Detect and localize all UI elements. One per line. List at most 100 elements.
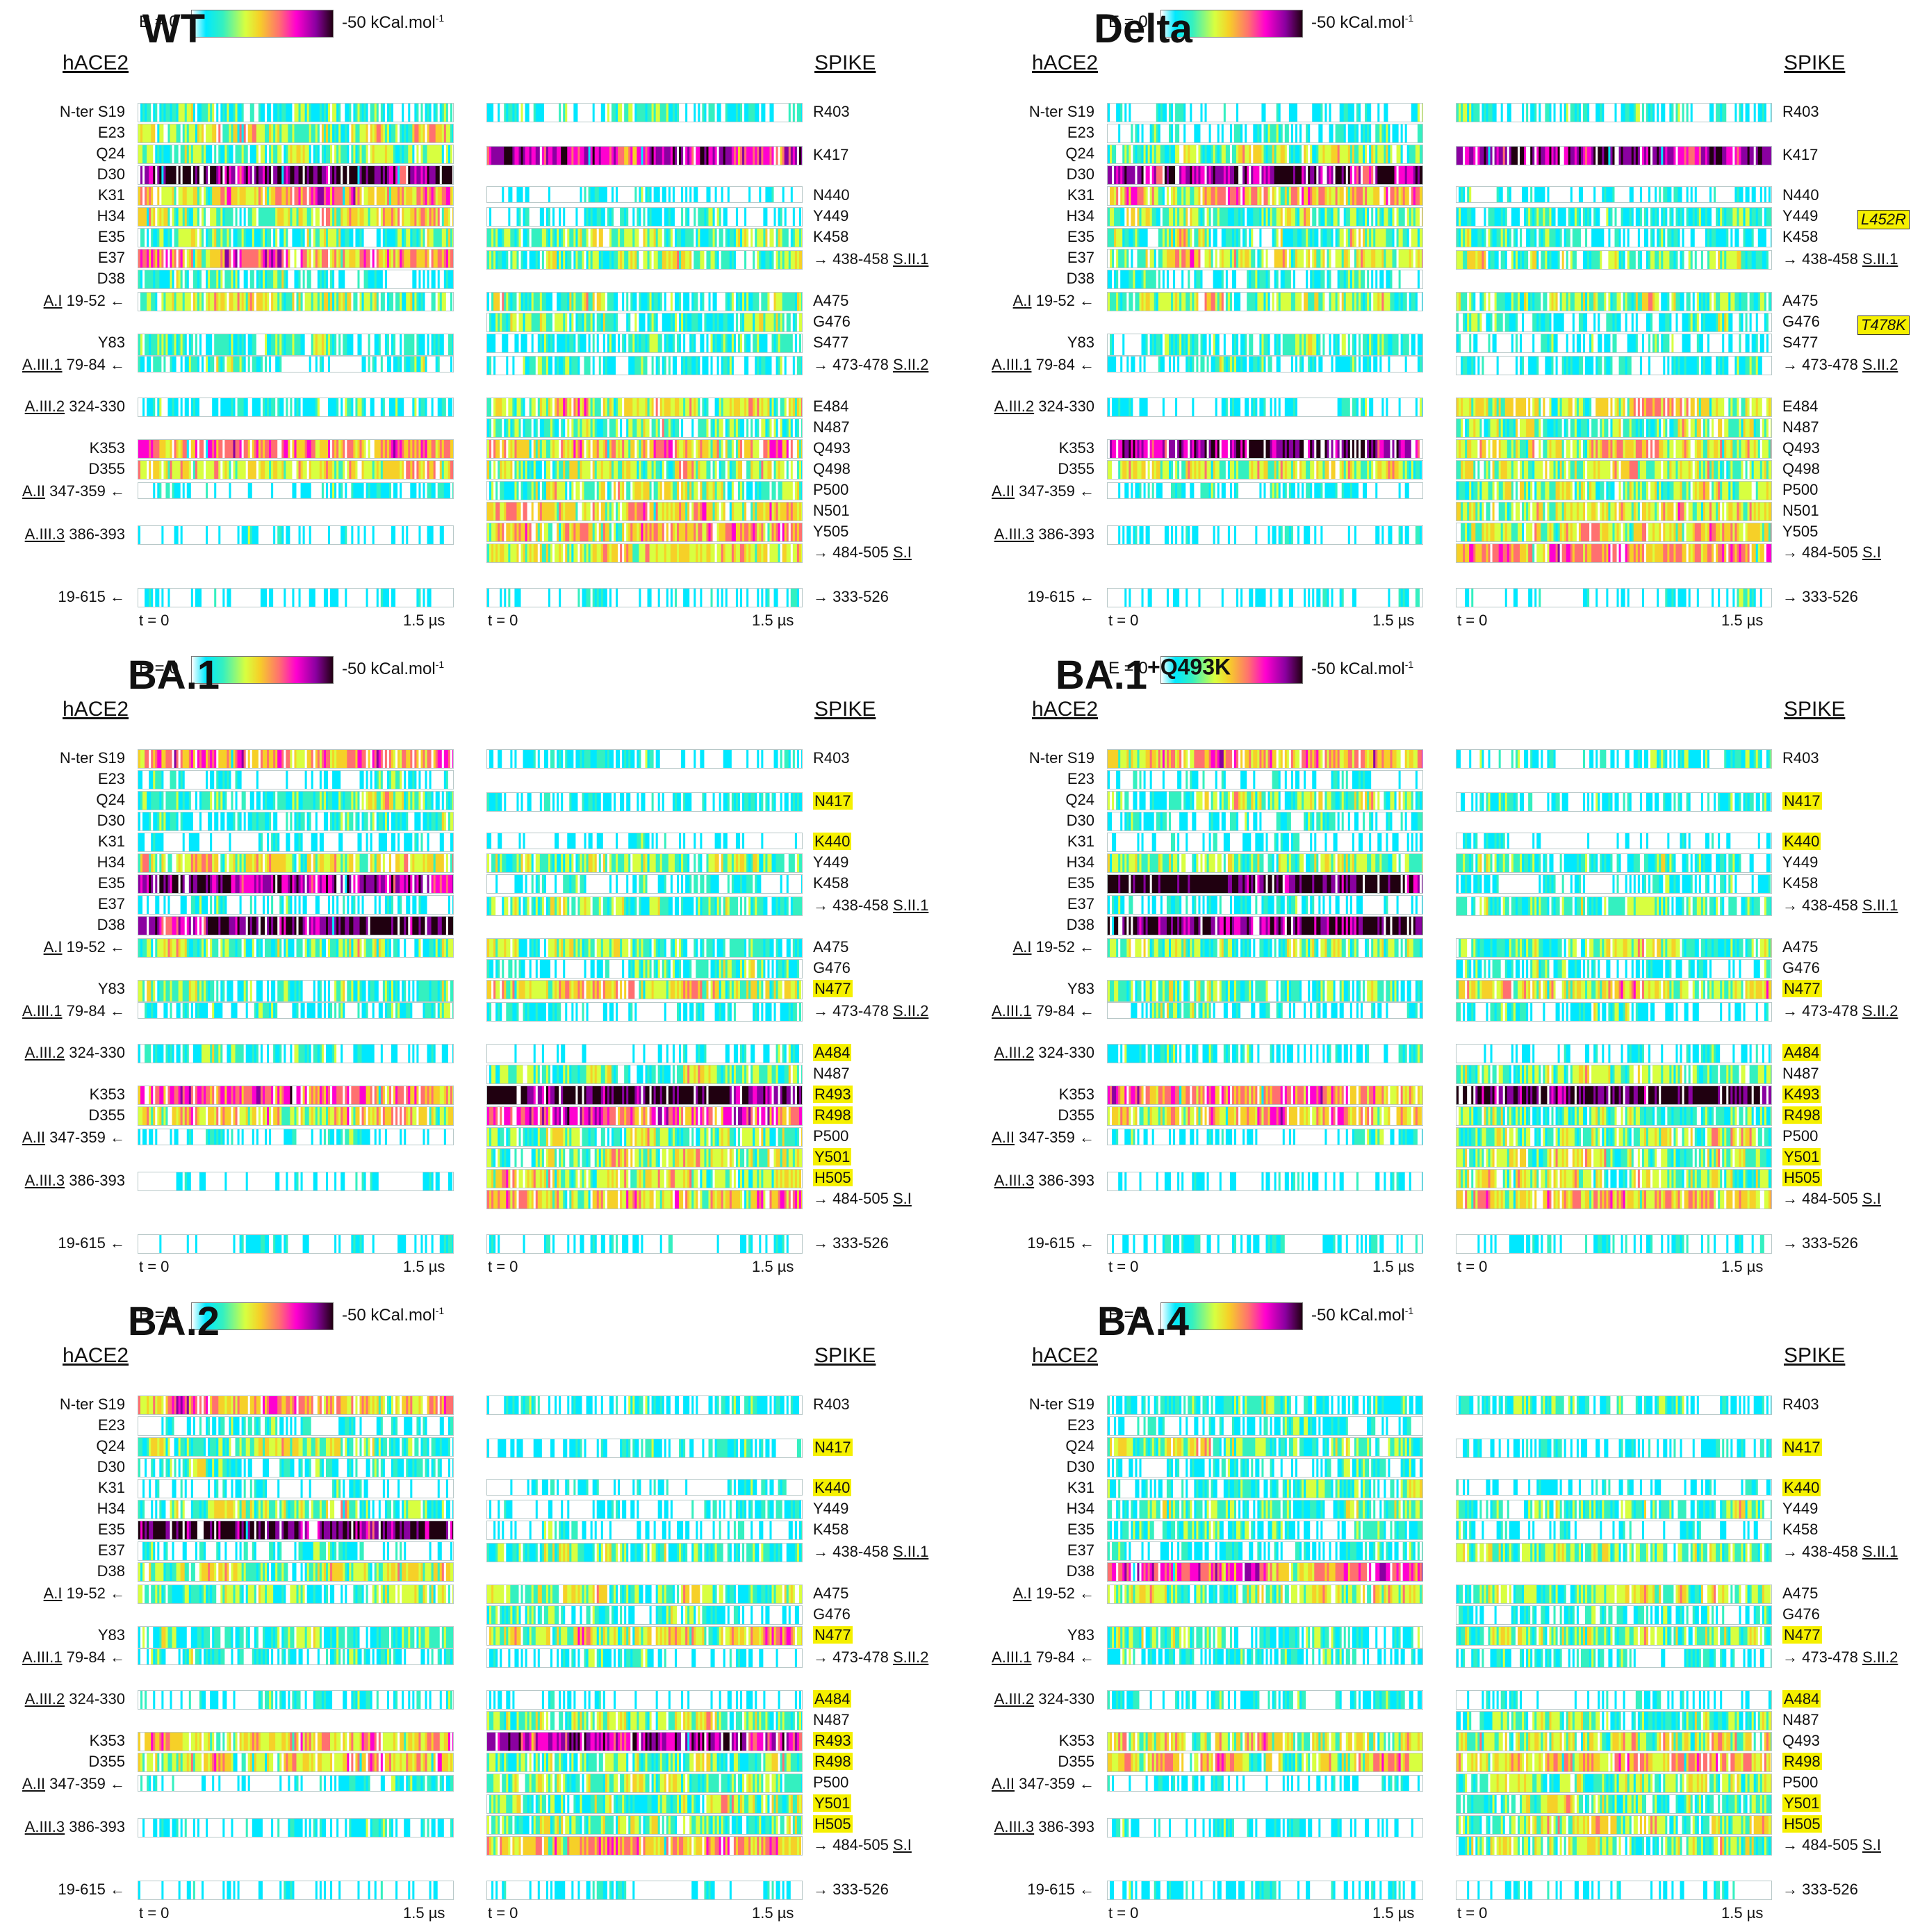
energy-cell — [506, 419, 509, 437]
energy-cell — [614, 398, 616, 416]
energy-cell — [309, 526, 312, 544]
energy-cell — [518, 313, 522, 331]
energy-cell — [292, 483, 295, 498]
energy-cell — [368, 483, 371, 498]
energy-cell — [643, 229, 646, 247]
energy-cell — [292, 526, 295, 544]
energy-cell — [195, 208, 198, 226]
energy-cell — [666, 104, 669, 122]
energy-cell — [180, 526, 183, 544]
energy-cell — [495, 398, 498, 416]
energy-cell — [343, 229, 345, 247]
energy-cell — [622, 313, 625, 331]
energy-cell — [727, 229, 730, 247]
energy-cell — [281, 440, 284, 458]
energy-cell — [429, 166, 432, 184]
energy-cell — [279, 461, 282, 479]
energy-cell — [271, 249, 274, 268]
energy-cell — [347, 334, 350, 355]
energy-cell — [602, 440, 606, 458]
energy-cell — [378, 166, 381, 184]
energy-cell — [138, 104, 141, 122]
energy-cell — [239, 187, 243, 205]
energy-cell — [539, 419, 543, 437]
energy-cell — [382, 124, 386, 142]
energy-cell — [614, 104, 616, 122]
energy-cell — [687, 398, 690, 416]
energy-cell — [161, 249, 164, 268]
energy-cell — [176, 334, 179, 355]
energy-cell — [176, 483, 179, 498]
energy-cell — [493, 334, 496, 352]
energy-cell — [277, 208, 280, 226]
energy-cell — [550, 482, 553, 500]
energy-cell — [771, 104, 775, 122]
energy-cell — [531, 313, 534, 331]
energy-cell — [195, 526, 198, 544]
energy-cell — [753, 293, 755, 311]
energy-cell — [281, 526, 284, 544]
energy-cell — [491, 482, 494, 500]
energy-cell — [647, 357, 650, 375]
energy-cell — [655, 313, 659, 331]
energy-cell — [147, 124, 149, 142]
energy-cell — [332, 398, 335, 416]
energy-cell — [748, 104, 751, 122]
energy-cell — [317, 483, 320, 498]
energy-cell — [195, 145, 198, 163]
energy-cell — [708, 187, 712, 202]
energy-cell — [443, 166, 447, 184]
energy-cell — [306, 270, 310, 288]
energy-cell — [368, 440, 371, 458]
energy-cell — [204, 270, 206, 288]
energy-cell — [443, 398, 447, 416]
energy-cell — [151, 461, 154, 479]
energy-cell — [723, 334, 726, 352]
energy-cell — [286, 589, 288, 607]
energy-cell — [286, 124, 288, 142]
energy-cell — [281, 166, 284, 184]
energy-cell — [376, 208, 379, 226]
energy-cell — [153, 166, 156, 184]
energy-cell — [427, 270, 430, 288]
energy-cell — [343, 398, 345, 416]
energy-cell — [252, 208, 255, 226]
energy-cell — [645, 293, 648, 311]
energy-cell — [167, 166, 171, 184]
energy-cell — [710, 313, 714, 331]
energy-cell — [687, 334, 690, 352]
energy-cell — [202, 104, 204, 122]
hace2-row-label: A.I 19-52 ← — [44, 292, 125, 310]
energy-cell — [199, 229, 202, 247]
energy-cell — [702, 482, 705, 500]
energy-cell — [624, 482, 627, 500]
energy-cell — [309, 229, 312, 247]
energy-cell — [683, 482, 686, 500]
energy-cell — [400, 440, 402, 458]
energy-cell — [533, 229, 536, 247]
energy-cell — [239, 208, 243, 226]
energy-cell — [343, 461, 345, 479]
energy-cell — [190, 270, 194, 288]
energy-cell — [206, 166, 208, 184]
energy-cell — [208, 187, 211, 205]
energy-cell — [172, 293, 175, 311]
energy-cell — [598, 334, 602, 352]
energy-cell — [784, 461, 787, 479]
energy-cell — [290, 357, 293, 372]
energy-cell — [706, 208, 709, 226]
energy-cell — [655, 419, 659, 437]
energy-cell — [518, 208, 522, 226]
energy-cell — [653, 419, 657, 437]
energy-cell — [372, 357, 375, 372]
energy-cell — [384, 526, 388, 544]
energy-cell — [731, 229, 735, 247]
energy-cell — [288, 208, 290, 226]
energy-cell — [555, 419, 557, 437]
energy-cell — [580, 147, 583, 165]
energy-cell — [541, 229, 545, 247]
energy-cell — [420, 187, 424, 205]
energy-cell — [247, 589, 251, 607]
energy-cell — [161, 398, 164, 416]
energy-cell — [414, 166, 417, 184]
